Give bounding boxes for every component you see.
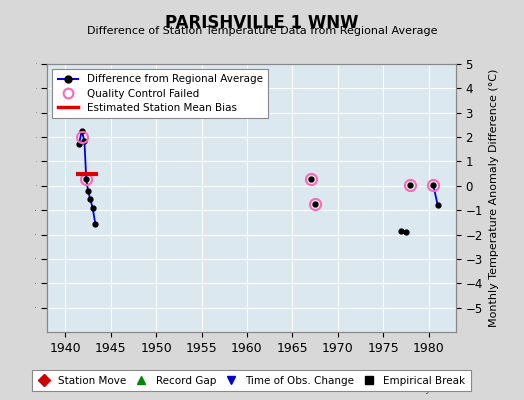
Y-axis label: Monthly Temperature Anomaly Difference (°C): Monthly Temperature Anomaly Difference (…: [488, 69, 498, 327]
Legend: Station Move, Record Gap, Time of Obs. Change, Empirical Break: Station Move, Record Gap, Time of Obs. C…: [32, 370, 471, 391]
Text: Difference of Station Temperature Data from Regional Average: Difference of Station Temperature Data f…: [87, 26, 437, 36]
Text: PARISHVILLE 1 WNW: PARISHVILLE 1 WNW: [165, 14, 359, 32]
Text: Berkeley Earth: Berkeley Earth: [389, 384, 461, 394]
Legend: Difference from Regional Average, Quality Control Failed, Estimated Station Mean: Difference from Regional Average, Qualit…: [52, 69, 268, 118]
